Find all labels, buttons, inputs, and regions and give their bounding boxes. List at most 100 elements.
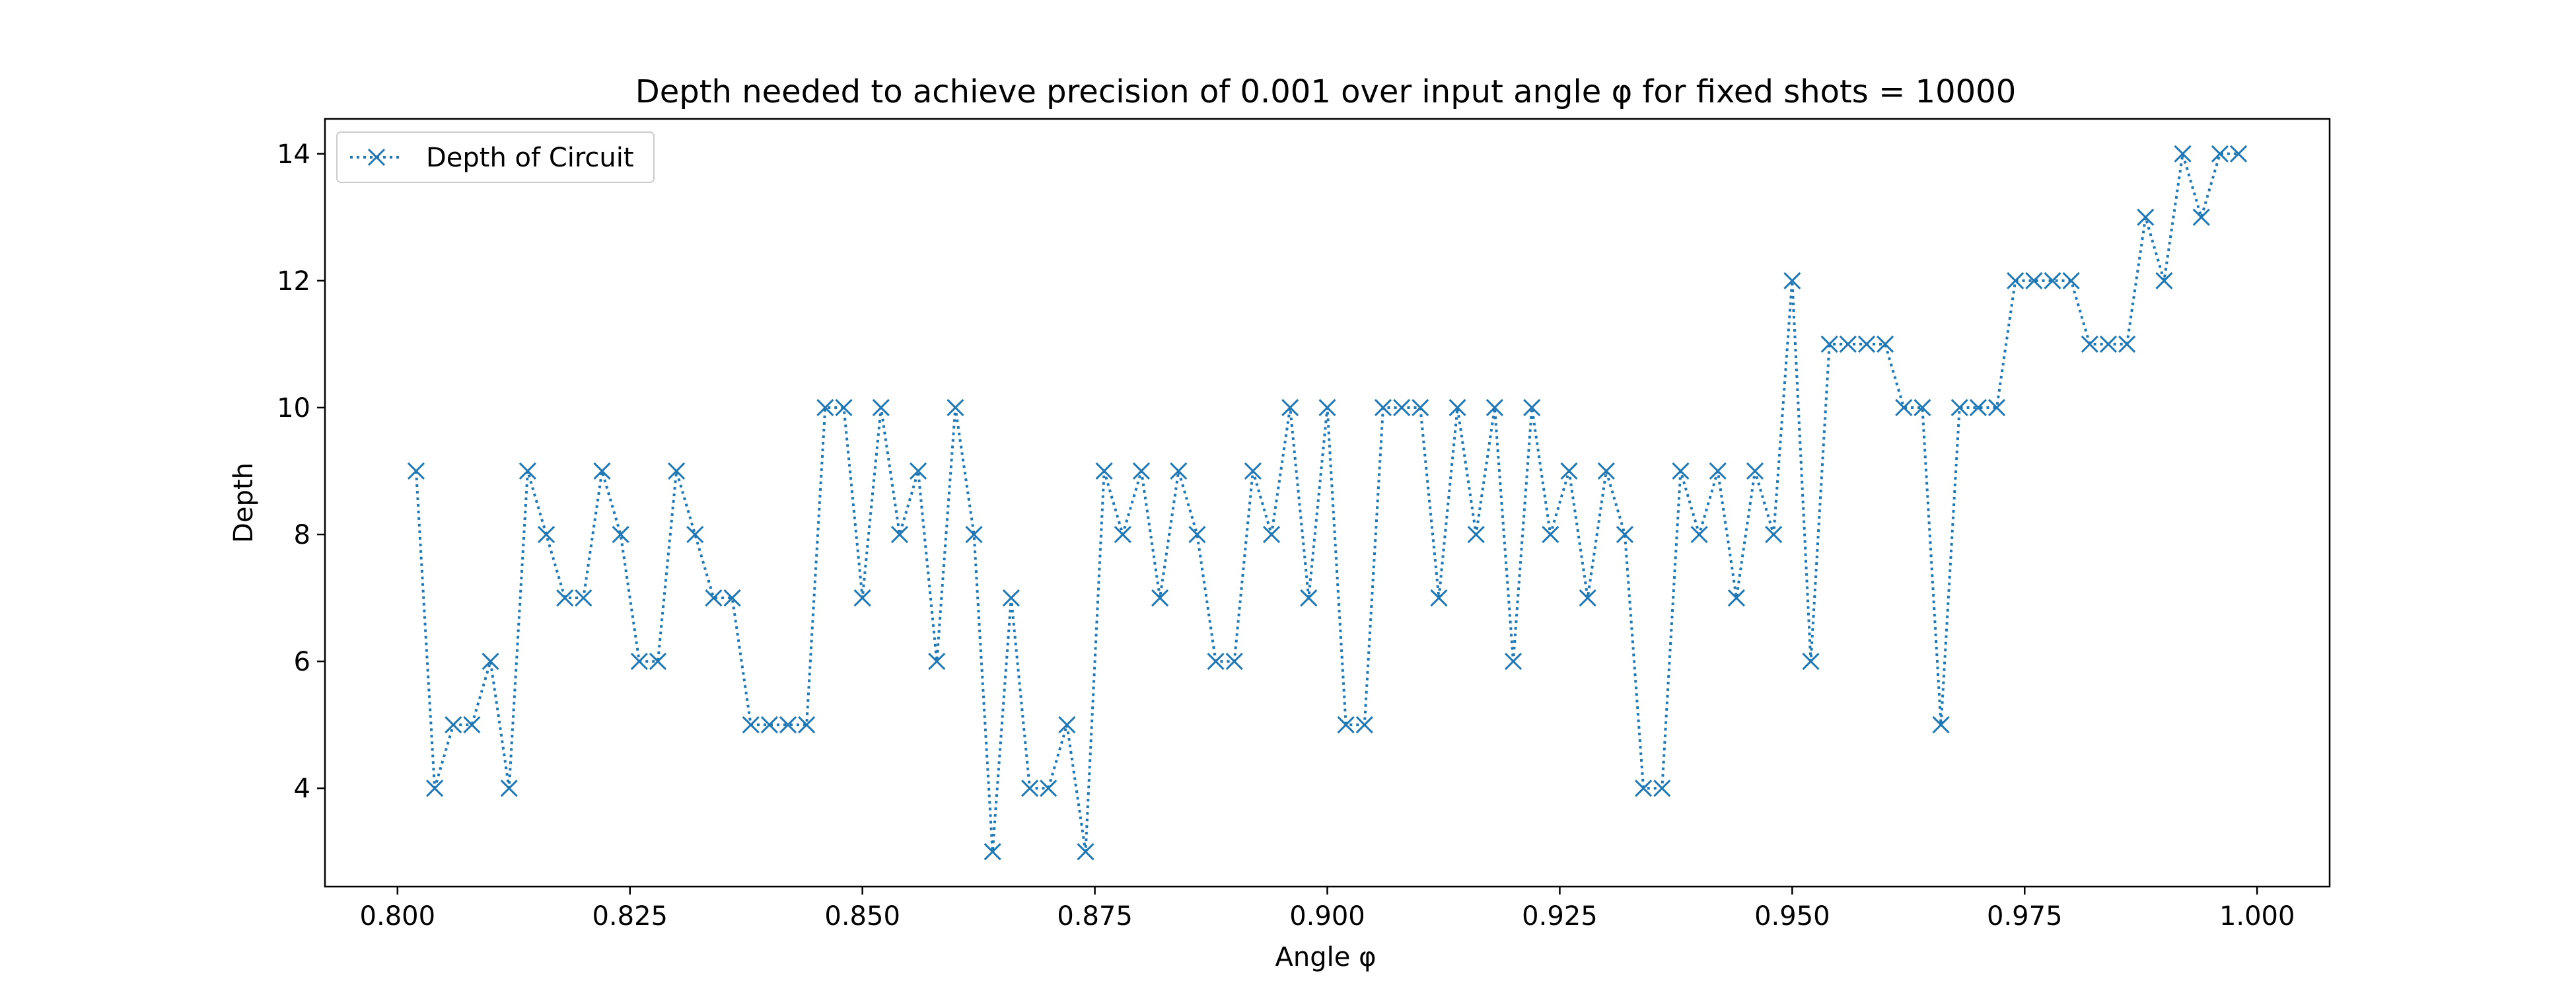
data-point — [1170, 462, 1188, 480]
data-point — [426, 780, 444, 797]
data-point — [1318, 398, 1336, 417]
y-tick-label: 10 — [277, 393, 310, 423]
data-point — [2062, 272, 2080, 289]
data-point — [1262, 525, 1281, 544]
data-point — [853, 589, 871, 607]
x-axis-title: Angle φ — [1275, 942, 1377, 973]
data-point — [965, 525, 983, 544]
data-point — [1616, 525, 1634, 544]
data-point — [1337, 716, 1355, 734]
y-tick-label: 4 — [294, 774, 310, 804]
data-point — [1969, 398, 1987, 417]
data-point — [1412, 398, 1429, 417]
data-point — [2155, 272, 2173, 289]
data-point — [482, 653, 499, 671]
data-point — [723, 589, 741, 607]
data-point — [1635, 780, 1653, 797]
data-point — [1672, 462, 1690, 480]
data-point — [872, 398, 890, 417]
x-tick-label: 0.875 — [1057, 901, 1133, 932]
data-point — [2137, 208, 2155, 226]
data-point — [556, 589, 574, 607]
data-point — [984, 843, 1001, 861]
data-point — [1467, 525, 1485, 544]
x-tick-label: 1.000 — [2219, 901, 2295, 932]
data-point — [1114, 525, 1131, 544]
data-point — [1244, 462, 1262, 480]
data-point — [1727, 589, 1745, 607]
data-point — [1225, 653, 1243, 671]
y-tick-label: 12 — [277, 266, 310, 297]
data-point — [1040, 780, 1057, 797]
data-point — [463, 716, 481, 734]
data-point — [2211, 145, 2229, 163]
data-point — [928, 653, 946, 671]
plot-area-frame — [324, 118, 2331, 888]
data-point — [1058, 716, 1076, 734]
data-point — [890, 525, 909, 544]
data-point — [649, 653, 667, 671]
data-point — [1132, 462, 1151, 480]
data-point — [1504, 653, 1522, 671]
data-point — [1709, 462, 1727, 480]
data-point — [2118, 335, 2136, 353]
series-depth-of-circuit — [407, 145, 2248, 861]
data-point — [1002, 589, 1020, 607]
data-point — [1690, 525, 1708, 544]
x-tick-label: 0.975 — [1987, 901, 2063, 932]
data-point — [1281, 398, 1299, 417]
data-point — [1449, 398, 1466, 417]
data-point — [1542, 525, 1559, 544]
data-point — [612, 525, 629, 544]
data-point — [519, 462, 536, 480]
data-point — [2099, 335, 2118, 353]
data-point — [445, 716, 462, 734]
data-point — [1597, 462, 1615, 480]
y-tick-label: 8 — [294, 520, 310, 550]
data-point — [2007, 272, 2024, 289]
data-point — [1020, 780, 1039, 797]
data-point — [1430, 589, 1448, 607]
data-point — [1188, 525, 1206, 544]
legend-box — [336, 131, 655, 183]
data-point — [1857, 335, 1876, 353]
data-point — [1095, 462, 1113, 480]
data-point — [835, 398, 853, 417]
y-axis-title: Depth — [229, 462, 259, 543]
data-point — [1523, 398, 1541, 417]
x-tick-label: 0.950 — [1754, 901, 1830, 932]
data-point — [742, 716, 760, 734]
data-point — [1374, 398, 1392, 417]
y-tick-label: 6 — [294, 647, 310, 677]
data-point — [1300, 589, 1318, 607]
y-axis: 4 6 8 10 12 14 — [277, 139, 325, 804]
data-point — [1579, 589, 1596, 607]
data-point — [760, 716, 778, 734]
data-point — [2044, 272, 2061, 289]
legend: Depth of Circuit — [336, 131, 655, 183]
data-point — [1355, 716, 1373, 734]
data-point — [705, 589, 723, 607]
y-tick-label: 14 — [277, 139, 310, 170]
data-point — [1077, 843, 1094, 861]
x-tick-label: 0.850 — [824, 901, 900, 932]
data-point — [1987, 398, 2006, 417]
legend-label: Depth of Circuit — [426, 143, 634, 173]
data-point — [1151, 589, 1169, 607]
data-point — [1765, 525, 1783, 544]
data-point — [1820, 335, 1838, 353]
data-point — [1895, 398, 1913, 417]
data-point — [500, 780, 518, 797]
data-point — [686, 525, 704, 544]
x-tick-label: 0.925 — [1522, 901, 1598, 932]
data-point — [2229, 145, 2248, 163]
data-point — [1746, 462, 1764, 480]
data-point — [2025, 272, 2043, 289]
data-point — [1914, 398, 1931, 417]
data-point — [910, 462, 927, 480]
data-point — [1802, 653, 1820, 671]
data-point — [2192, 208, 2210, 226]
data-point — [537, 525, 555, 544]
